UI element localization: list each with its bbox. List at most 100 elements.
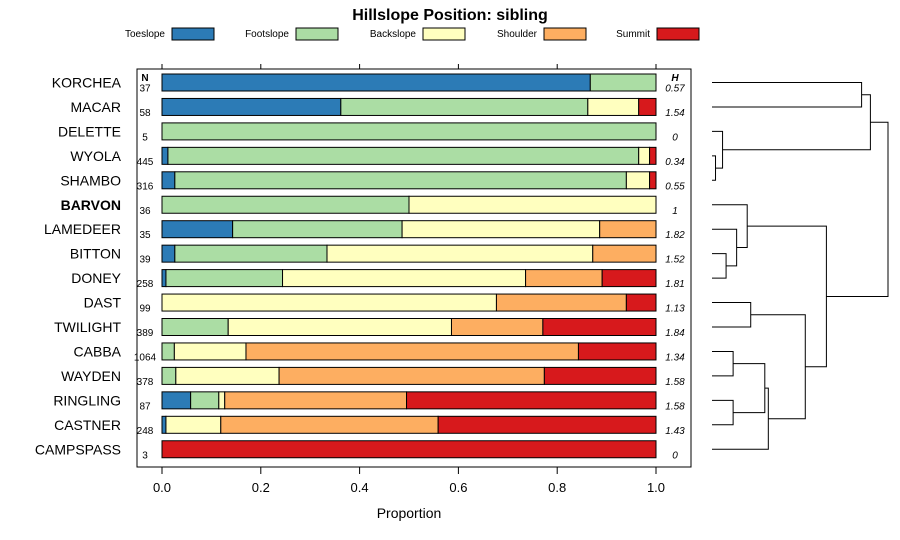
row-n-bitton: 39 — [139, 255, 151, 266]
h-header: H — [671, 73, 679, 84]
bar-segment-korchea-footslope — [589, 73, 657, 92]
legend-swatch-summit — [656, 27, 700, 41]
bar-segment-dast-summit — [625, 293, 657, 312]
row-n-campspass: 3 — [142, 450, 148, 461]
bar-segment-bitton-shoulder — [592, 244, 657, 263]
row-n-castner: 248 — [137, 426, 154, 437]
dendrogram-branch — [712, 253, 727, 279]
row-n-macar: 58 — [139, 108, 151, 119]
dendrogram-branch — [712, 155, 717, 181]
row-n-barvon: 36 — [139, 206, 151, 217]
row-macar: MACAR 58 1.54 — [70, 97, 685, 119]
row-label-macar: MACAR — [70, 99, 121, 115]
bar-segment-macar-footslope — [340, 97, 589, 116]
row-label-wayden: WAYDEN — [61, 368, 121, 384]
legend-label-summit: Summit — [616, 29, 650, 40]
row-n-dast: 99 — [139, 304, 151, 315]
bar-segment-wayden-shoulder — [278, 366, 545, 385]
bar-segment-shambo-toeslope — [161, 171, 176, 190]
row-dast: DAST 99 1.13 — [84, 293, 685, 315]
x-tick-label: 0.8 — [548, 480, 566, 495]
bar-segment-doney-summit — [601, 269, 657, 288]
row-h-ringling: 1.58 — [665, 401, 685, 412]
row-label-barvon: BARVON — [61, 197, 121, 213]
row-bitton: BITTON 39 1.52 — [70, 244, 685, 266]
x-tick-label: 0.4 — [351, 480, 369, 495]
bar-segment-wayden-footslope — [161, 366, 177, 385]
row-castner: CASTNER 248 1.43 — [54, 415, 685, 437]
row-n-delette: 5 — [142, 132, 148, 143]
row-label-bitton: BITTON — [70, 246, 121, 262]
bar-segment-twilight-footslope — [161, 318, 229, 336]
legend-swatch-toeslope — [171, 27, 215, 41]
row-barvon: BARVON 36 1 — [61, 195, 678, 217]
bar-segment-twilight-shoulder — [450, 318, 544, 336]
x-axis: 0.0 0.2 0.4 0.6 0.8 1.0 — [153, 64, 665, 495]
bar-segment-lamedeer-shoulder — [599, 220, 657, 239]
dendrogram-branch — [747, 225, 827, 368]
plot-panel — [136, 68, 692, 468]
row-h-cabba: 1.34 — [665, 352, 685, 363]
legend-label-backslope: Backslope — [370, 29, 417, 40]
row-h-barvon: 1 — [672, 206, 678, 217]
bar-segment-castner-backslope — [165, 415, 222, 434]
x-tick-label: 0.2 — [252, 480, 270, 495]
legend-swatch-footslope — [295, 27, 339, 41]
dendrogram-branch — [712, 387, 769, 450]
row-twilight: TWILIGHT 389 1.84 — [54, 318, 685, 339]
bar-segment-delette-footslope — [161, 122, 657, 141]
bar-segment-campspass-summit — [161, 440, 657, 459]
bar-segment-bitton-footslope — [174, 244, 328, 263]
row-h-macar: 1.54 — [665, 108, 685, 119]
bar-segment-shambo-summit — [649, 171, 657, 190]
row-n-shambo: 316 — [137, 181, 154, 192]
row-doney: DONEY 258 1.81 — [71, 269, 685, 290]
bar-segment-ringling-summit — [406, 391, 657, 410]
row-label-campspass: CAMPSPASS — [35, 441, 121, 457]
row-wayden: WAYDEN 378 1.58 — [61, 366, 685, 388]
bar-segment-castner-shoulder — [220, 415, 439, 434]
row-wyola: WYOLA 445 0.34 — [70, 146, 685, 168]
row-campspass: CAMPSPASS 3 0 — [35, 440, 678, 461]
bar-segment-ringling-backslope — [218, 391, 226, 410]
bar-segment-korchea-toeslope — [161, 73, 591, 92]
dendrogram-branch — [712, 82, 863, 108]
dendrogram-branch — [712, 204, 748, 249]
row-n-wayden: 378 — [137, 377, 154, 388]
x-tick-label: 0.0 — [153, 480, 171, 495]
bar-rows: KORCHEA 37 0.57 MACAR 58 1.54 DELETTE 5 0 WYOLA 44… — [35, 73, 685, 461]
row-n-wyola: 445 — [137, 157, 154, 168]
row-label-dast: DAST — [84, 295, 122, 311]
row-h-castner: 1.43 — [665, 426, 685, 437]
bar-segment-shambo-backslope — [625, 171, 651, 190]
row-label-ringling: RINGLING — [53, 392, 121, 408]
bar-segment-cabba-backslope — [173, 342, 247, 361]
dendrogram-branch — [712, 399, 734, 426]
row-n-cabba: 1064 — [134, 352, 157, 363]
bar-segment-wayden-summit — [543, 366, 657, 385]
bar-segment-wyola-toeslope — [161, 146, 169, 165]
bar-segment-ringling-shoulder — [224, 391, 408, 410]
bar-segment-lamedeer-footslope — [232, 220, 403, 239]
row-label-delette: DELETTE — [58, 123, 121, 139]
dendrogram-branch — [722, 94, 871, 151]
bar-segment-castner-summit — [437, 415, 657, 434]
n-header: N — [141, 73, 148, 84]
row-korchea: KORCHEA 37 0.57 — [52, 73, 685, 95]
row-h-doney: 1.81 — [665, 279, 684, 290]
chart-title: Hillslope Position: sibling — [352, 7, 548, 24]
dendrogram-branch — [826, 121, 889, 297]
dendrogram-branch — [712, 302, 752, 328]
bar-segment-bitton-backslope — [326, 244, 594, 263]
row-ringling: RINGLING 87 1.58 — [53, 391, 685, 412]
bar-segment-cabba-summit — [577, 342, 657, 361]
bar-segment-wayden-backslope — [175, 366, 280, 385]
row-label-cabba: CABBA — [74, 343, 122, 359]
row-n-lamedeer: 35 — [139, 230, 151, 241]
row-n-doney: 258 — [137, 279, 154, 290]
bar-segment-dast-backslope — [161, 293, 497, 312]
bar-segment-twilight-summit — [542, 318, 657, 336]
x-tick-label: 0.6 — [449, 480, 467, 495]
row-n-korchea: 37 — [139, 84, 151, 95]
